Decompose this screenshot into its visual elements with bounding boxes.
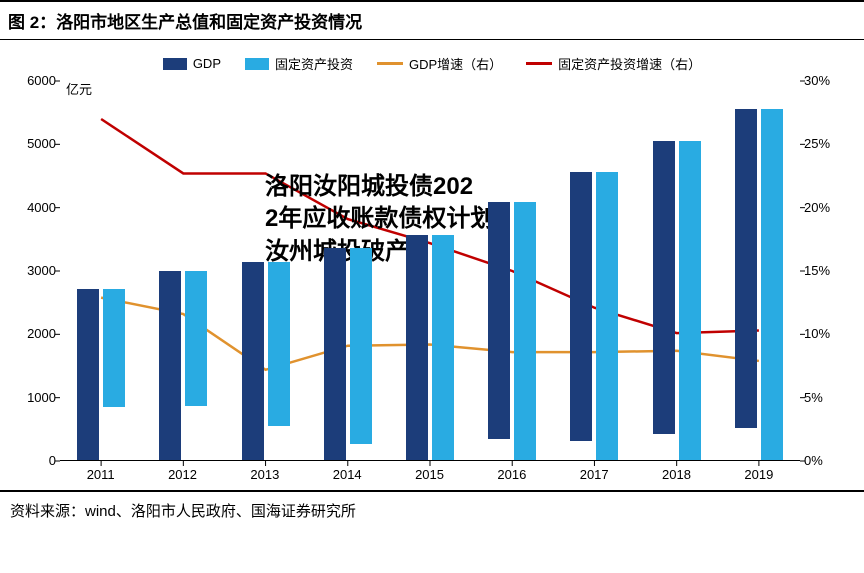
legend-item: GDP	[163, 54, 221, 73]
y-right-tick: 25%	[804, 136, 844, 151]
x-tick: 2016	[497, 467, 526, 482]
bar-group	[735, 109, 783, 461]
figure-title-text: 洛阳市地区生产总值和固定资产投资情况	[56, 13, 362, 32]
legend-label: GDP	[193, 56, 221, 71]
bar-group	[570, 172, 618, 460]
y-left-tick: 6000	[20, 73, 56, 88]
bar	[596, 172, 618, 460]
bar-group	[324, 248, 372, 460]
bar	[185, 271, 207, 406]
figure-title-bar: 图 2：洛阳市地区生产总值和固定资产投资情况	[0, 0, 864, 40]
legend-item: GDP增速（右）	[377, 54, 502, 73]
bar-group	[653, 141, 701, 460]
legend-label: 固定资产投资增速（右）	[558, 54, 701, 73]
x-tick: 2012	[168, 467, 197, 482]
bar	[432, 235, 454, 460]
chart-area: GDP 固定资产投资 GDP增速（右） 固定资产投资增速（右） 亿元 01000200…	[20, 48, 844, 482]
y-left-tick: 3000	[20, 263, 56, 278]
y-right-tick: 30%	[804, 73, 844, 88]
bar	[159, 271, 181, 460]
plot: 亿元 0100020003000400050006000 0%5%10%15%2…	[60, 81, 800, 461]
bar	[653, 141, 675, 434]
y-left-tick: 1000	[20, 390, 56, 405]
y-left-tick: 2000	[20, 326, 56, 341]
y-left-tick: 4000	[20, 200, 56, 215]
bar	[324, 248, 346, 460]
watermark-text: 洛阳汝阳城投债2022年应收账款债权计划 汝州城投破产	[265, 171, 494, 268]
bar	[488, 202, 510, 440]
x-tick: 2011	[87, 467, 115, 482]
x-tick: 2018	[662, 467, 691, 482]
x-tick: 2017	[580, 467, 609, 482]
y-right-tick: 15%	[804, 263, 844, 278]
legend-swatch	[163, 58, 187, 70]
bar	[350, 248, 372, 444]
bar-group	[242, 262, 290, 460]
bar	[103, 289, 125, 407]
legend-label: GDP增速（右）	[409, 54, 502, 73]
y-right-labels: 0%5%10%15%20%25%30%	[804, 81, 844, 460]
figure-label: 图 2：	[8, 13, 56, 32]
bar-group	[159, 271, 207, 460]
watermark-line: 2年应收账款债权计划	[265, 203, 494, 235]
legend-swatch	[245, 58, 269, 70]
source-bar: 资料来源：wind、洛阳市人民政府、国海证券研究所	[0, 490, 864, 529]
source-label: 资料来源：	[10, 503, 85, 520]
y-left-tick: 0	[20, 453, 56, 468]
bar-group	[406, 235, 454, 460]
bar	[570, 172, 592, 441]
bar	[679, 141, 701, 460]
bar	[735, 109, 757, 429]
legend-swatch	[377, 62, 403, 65]
bar	[268, 262, 290, 425]
legend-item: 固定资产投资	[245, 54, 353, 73]
y-right-tick: 10%	[804, 326, 844, 341]
bar	[406, 235, 428, 460]
source-text: wind、洛阳市人民政府、国海证券研究所	[85, 503, 356, 520]
y-left-labels: 0100020003000400050006000	[20, 81, 56, 460]
x-tick: 2019	[744, 467, 773, 482]
legend: GDP 固定资产投资 GDP增速（右） 固定资产投资增速（右）	[20, 48, 844, 81]
y-right-tick: 0%	[804, 453, 844, 468]
x-tick: 2014	[333, 467, 362, 482]
x-tick: 2015	[415, 467, 444, 482]
bar	[514, 202, 536, 460]
y-right-tick: 20%	[804, 200, 844, 215]
bar	[242, 262, 264, 460]
watermark-line: 汝州城投破产	[265, 236, 494, 268]
legend-label: 固定资产投资	[275, 54, 353, 73]
y-left-tick: 5000	[20, 136, 56, 151]
watermark-line: 洛阳汝阳城投债202	[265, 171, 494, 203]
y-right-tick: 5%	[804, 390, 844, 405]
x-tick: 2013	[250, 467, 279, 482]
bar	[77, 289, 99, 460]
bar-group	[77, 289, 125, 460]
legend-item: 固定资产投资增速（右）	[526, 54, 701, 73]
bar-group	[488, 202, 536, 460]
legend-swatch	[526, 62, 552, 65]
bar	[761, 109, 783, 461]
